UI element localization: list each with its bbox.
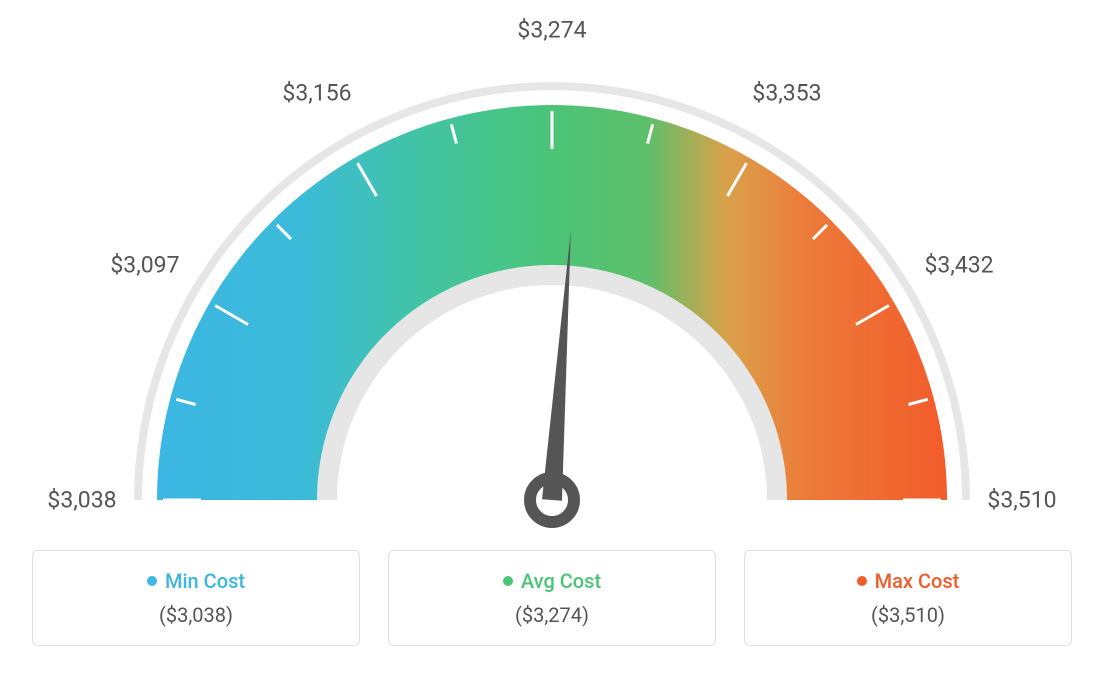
avg-cost-title: Avg Cost [503,569,601,593]
gauge-tick-label: $3,038 [47,487,116,514]
gauge-tick-label: $3,097 [110,252,179,279]
gauge-tick-label: $3,274 [517,17,586,44]
gauge-tick-label: $3,156 [282,79,351,106]
max-cost-label: Max Cost [875,569,960,593]
min-cost-label: Min Cost [165,569,245,593]
min-cost-card: Min Cost ($3,038) [32,550,360,646]
max-dot-icon [857,576,867,586]
cost-gauge: $3,038 $3,097 $3,156 $3,274 $3,353 $3,432 $3,5… [0,0,1104,540]
max-cost-value: ($3,510) [757,603,1059,627]
gauge-tick-label: $3,510 [987,487,1056,514]
avg-dot-icon [503,576,513,586]
min-cost-value: ($3,038) [45,603,347,627]
gauge-tick-label: $3,432 [924,252,993,279]
avg-cost-label: Avg Cost [521,569,601,593]
min-dot-icon [147,576,157,586]
max-cost-card: Max Cost ($3,510) [744,550,1072,646]
gauge-tick-label: $3,353 [752,79,821,106]
min-cost-title: Min Cost [147,569,245,593]
avg-cost-card: Avg Cost ($3,274) [388,550,716,646]
summary-cards: Min Cost ($3,038) Avg Cost ($3,274) Max … [0,550,1104,646]
avg-cost-value: ($3,274) [401,603,703,627]
max-cost-title: Max Cost [857,569,960,593]
